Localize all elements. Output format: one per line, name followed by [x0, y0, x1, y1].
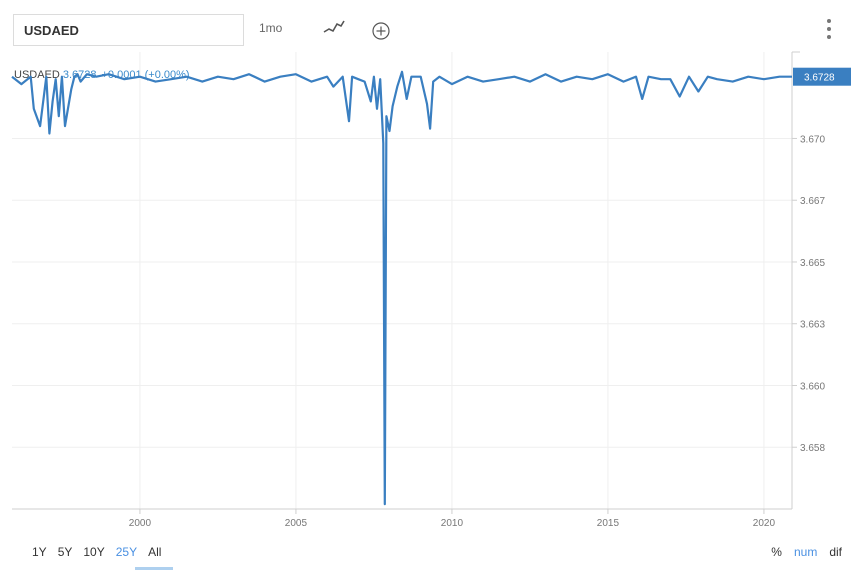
- y-axis: 3.670 3.667 3.665 3.663 3.660 3.658: [791, 51, 825, 509]
- series-layer: [11, 70, 792, 506]
- x-tick-label: 2020: [753, 518, 776, 529]
- chart-toolbar: USDAED 1mo: [0, 0, 856, 62]
- y-tick-label: 3.663: [800, 320, 825, 331]
- mode-selector: % num dif: [759, 545, 842, 559]
- last-price-tag-layer: 3.6728: [793, 67, 851, 86]
- y-tick-label: 3.665: [800, 258, 825, 269]
- x-tick-label: 2005: [285, 518, 308, 529]
- last-price-label: 3.6728: [804, 73, 835, 84]
- add-circle-icon[interactable]: [371, 21, 391, 44]
- y-tick-label: 3.667: [800, 196, 825, 207]
- range-5y[interactable]: 5Y: [57, 545, 73, 559]
- more-vertical-icon[interactable]: [826, 19, 832, 41]
- x-tick-label: 2000: [129, 518, 152, 529]
- y-tick-label: 3.670: [800, 134, 825, 145]
- series-line: [11, 70, 792, 506]
- chart-grid: [12, 52, 792, 509]
- x-tick-label: 2010: [441, 518, 464, 529]
- range-10y[interactable]: 10Y: [83, 545, 105, 559]
- last-price-tag: [793, 67, 851, 86]
- mode-num[interactable]: num: [793, 545, 818, 559]
- quote-symbol: USDAED: [14, 69, 60, 81]
- trend-line-icon[interactable]: [322, 17, 346, 40]
- range-selector: 1Y 5Y 10Y 25Y All: [32, 545, 172, 559]
- symbol-input[interactable]: USDAED: [13, 14, 244, 46]
- mode-percent[interactable]: %: [771, 545, 782, 559]
- x-tick-label: 2015: [597, 518, 620, 529]
- range-1y[interactable]: 1Y: [32, 545, 47, 559]
- interval-selector[interactable]: 1mo: [259, 21, 283, 35]
- range-active-indicator: [135, 567, 173, 570]
- quote-last: 3.6728: [62, 69, 97, 81]
- range-all[interactable]: All: [148, 545, 162, 559]
- range-25y[interactable]: 25Y: [115, 545, 138, 559]
- mode-dif[interactable]: dif: [829, 545, 842, 559]
- x-axis: 2000 2005 2010 2015 2020: [12, 508, 792, 529]
- y-tick-label: 3.660: [800, 381, 825, 392]
- y-tick-label: 3.658: [800, 443, 825, 454]
